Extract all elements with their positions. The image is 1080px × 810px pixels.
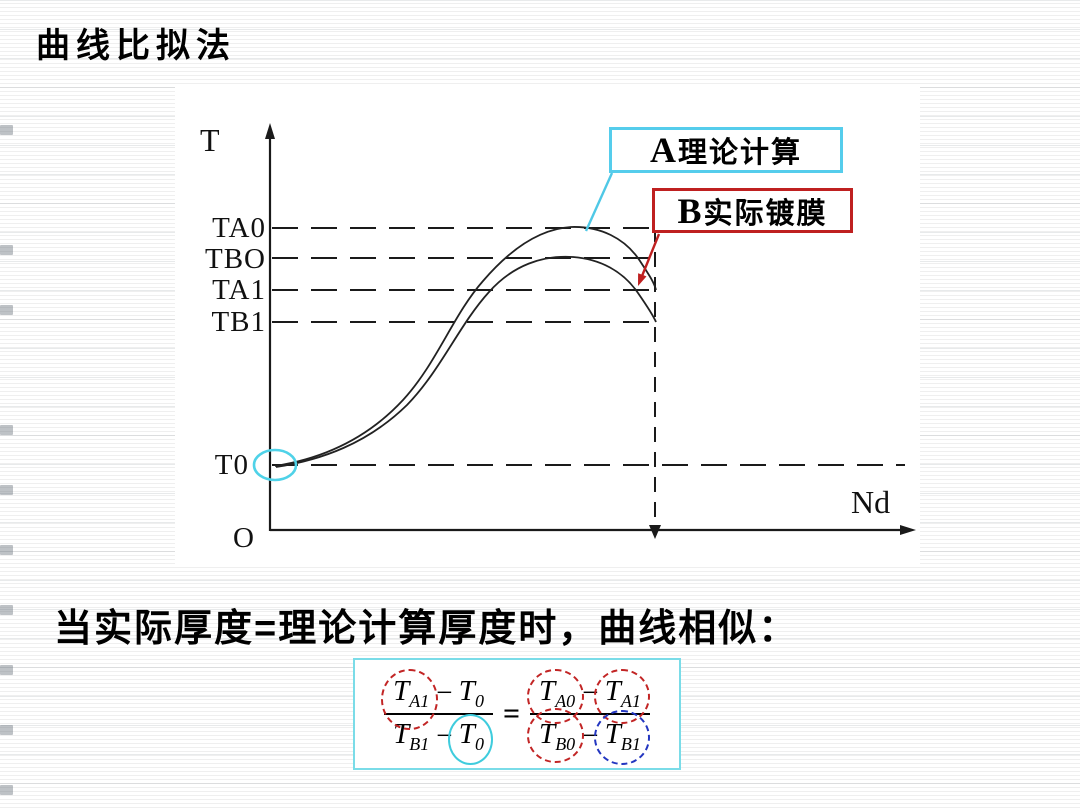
term-sub: B1 <box>409 733 430 754</box>
callout-b-label: 实际镀膜 <box>703 197 828 230</box>
minus-op: − <box>580 719 600 752</box>
tick-label-ta0: TA0 <box>212 212 266 244</box>
scan-artifact <box>0 545 13 555</box>
term-sub: A0 <box>555 691 576 711</box>
term-sub: A1 <box>409 691 430 711</box>
start-point-highlight-ring <box>252 448 298 482</box>
scan-artifact <box>0 605 13 615</box>
term-t0-upper: T0 <box>456 675 487 710</box>
fraction-bar <box>530 713 650 715</box>
callout-a-theoretical: A 理论计算 <box>609 127 843 173</box>
callout-b-prefix: B <box>677 190 702 231</box>
term-base: T <box>539 675 556 708</box>
x-axis-label: Nd <box>851 484 890 520</box>
callout-a-connector-line <box>584 172 614 232</box>
scan-artifact <box>0 425 13 435</box>
x-axis-arrowhead <box>900 525 916 535</box>
term-ta1-left: TA1 <box>381 669 439 730</box>
scan-artifact <box>0 125 13 135</box>
callout-b-arrowhead <box>638 273 647 286</box>
right-denominator: TB0 − TB1 <box>527 708 650 765</box>
tick-label-ta1: TA1 <box>212 274 266 306</box>
left-fraction: TA1 − T0 TB1 − T0 <box>381 669 493 765</box>
term-sub: 0 <box>474 733 484 754</box>
fraction-bar <box>384 713 493 715</box>
scan-artifact <box>0 245 13 255</box>
scan-artifact <box>0 665 13 675</box>
term-sub: 0 <box>474 691 484 711</box>
term-ta1-right: TA1 <box>593 669 650 724</box>
scan-artifact <box>0 785 13 795</box>
term-base: T <box>458 718 475 750</box>
scan-artifact <box>0 725 13 735</box>
left-denominator: TB1 − T0 <box>384 714 493 765</box>
term-ta0: TA0 <box>527 669 585 724</box>
similarity-formula: TA1 − T0 TB1 − T0 <box>381 669 650 765</box>
y-axis-label: T <box>200 122 220 158</box>
tick-label-tb0: TBO <box>205 243 266 275</box>
curve-a-theoretical <box>274 226 657 467</box>
origin-label: O <box>233 522 255 554</box>
term-sub: B1 <box>620 733 641 754</box>
equals-sign: = <box>502 697 521 730</box>
tick-label-t0: T0 <box>215 449 249 481</box>
callout-a-prefix: A <box>649 130 676 170</box>
scan-artifact <box>0 305 13 315</box>
term-base: T <box>604 675 621 708</box>
vertical-line-arrowhead <box>649 525 661 539</box>
y-axis-arrowhead <box>265 123 275 139</box>
term-base: T <box>604 718 621 750</box>
callout-b-actual: B 实际镀膜 <box>652 188 853 233</box>
curve-b-actual <box>275 255 657 468</box>
term-base: T <box>393 718 410 750</box>
minus-op: − <box>580 677 600 709</box>
right-numerator: TA0 − TA1 <box>527 669 650 724</box>
minus-op: − <box>434 719 454 752</box>
term-base: T <box>458 675 475 708</box>
term-base: T <box>539 718 556 750</box>
formula-box: TA1 − T0 TB1 − T0 <box>353 658 681 770</box>
term-tb1-left: TB1 <box>390 718 432 753</box>
callout-a-label: 理论计算 <box>677 137 802 169</box>
term-base: T <box>393 675 410 708</box>
page-title: 曲线比拟法 <box>36 27 236 65</box>
term-tb0: TB0 <box>527 708 585 763</box>
left-numerator: TA1 − T0 <box>381 669 493 730</box>
term-tb1-right: TB1 <box>593 710 650 765</box>
temperature-curve-diagram: T TA0 TBO TA1 TB1 T0 O Nd <box>200 122 916 554</box>
tick-label-tb1: TB1 <box>211 306 266 338</box>
term-t0-lower: T0 <box>447 714 493 765</box>
term-sub: B0 <box>555 733 576 754</box>
scan-artifact <box>0 485 13 495</box>
term-sub: A1 <box>620 691 641 711</box>
callout-b-connector-line <box>638 233 661 282</box>
minus-op: − <box>434 677 454 709</box>
curve-diagram-panel: T TA0 TBO TA1 TB1 T0 O Nd A 理论计算 B 实际镀膜 <box>175 85 920 565</box>
caption-text: 当实际厚度=理论计算厚度时，曲线相似： <box>54 608 799 650</box>
right-fraction: TA0 − TA1 TB0 − <box>527 669 650 765</box>
